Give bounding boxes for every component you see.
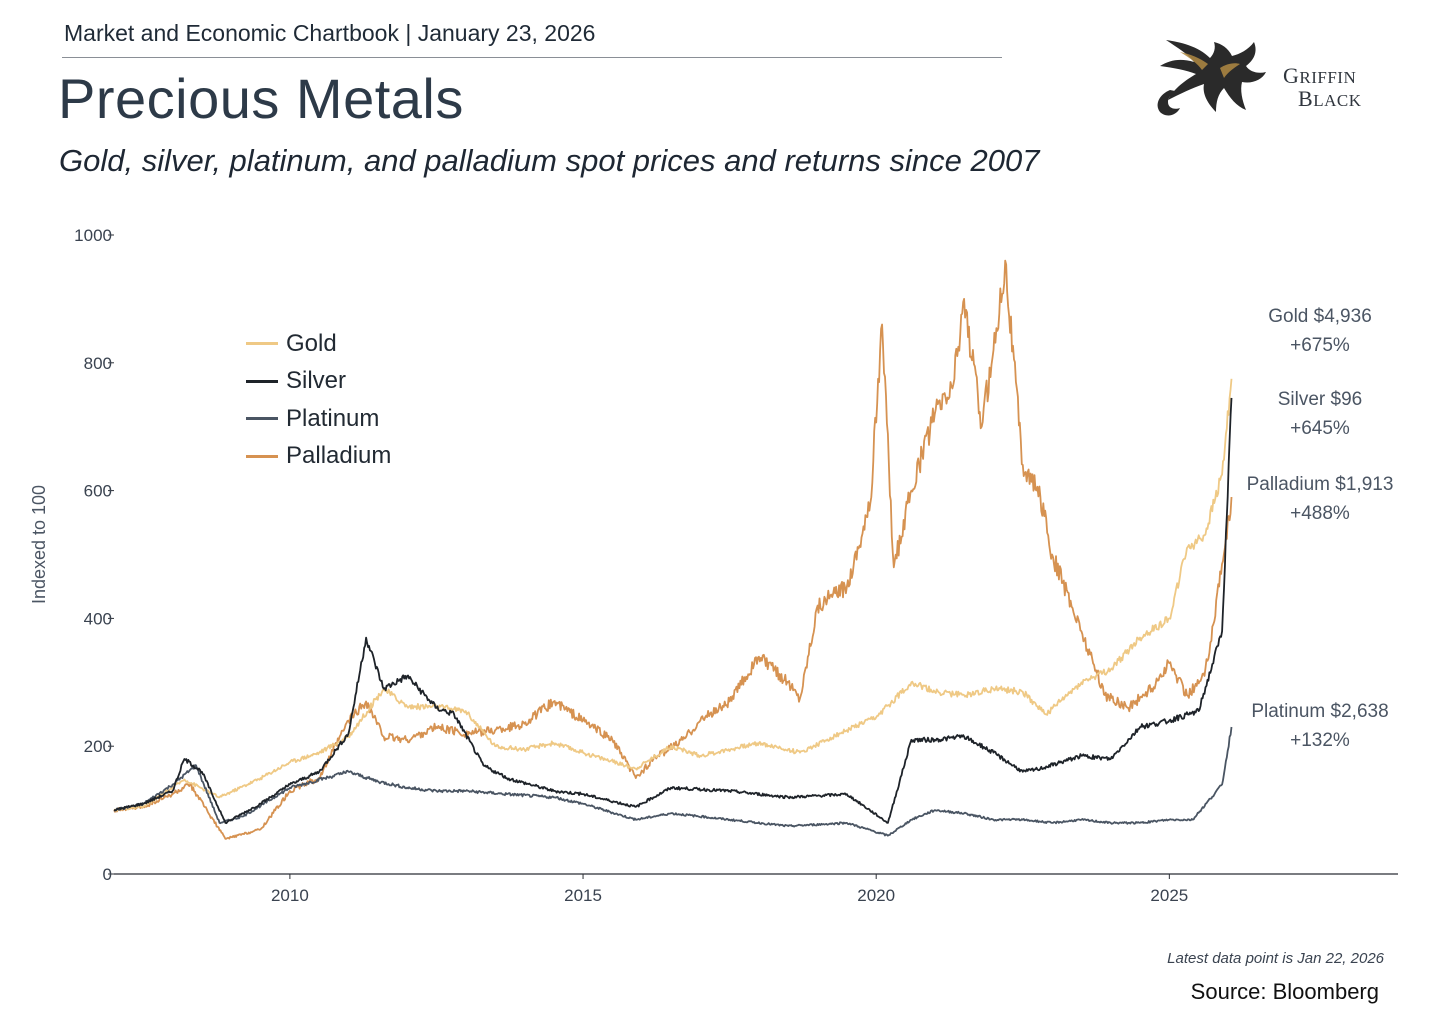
end-label-line2: +488% [1290,503,1350,524]
page-subtitle: Gold, silver, platinum, and palladium sp… [59,143,1040,178]
legend-item-silver: Silver [246,363,391,401]
end-label-palladium: Palladium $1,913 +488% [1235,470,1405,528]
y-tick-label: 1000 [74,226,112,245]
legend-item-platinum: Platinum [246,400,391,438]
end-label-line1: Platinum $2,638 [1251,701,1389,722]
end-label-silver: Silver $96 +645% [1235,385,1405,443]
series-line-gold [113,378,1233,812]
y-tick-label: 400 [84,609,112,628]
x-tick-label: 2025 [1150,886,1188,905]
end-label-line2: +675% [1290,335,1350,356]
end-label-line1: Silver $96 [1277,389,1363,410]
legend-label: Gold [286,329,337,357]
legend-item-gold: Gold [246,325,391,363]
series-line-platinum [113,726,1233,837]
chart-series-layer [113,259,1233,840]
y-tick-label: 600 [84,482,112,501]
legend-label: Platinum [286,404,380,432]
legend-label: Palladium [286,442,392,470]
legend-swatch [246,417,278,421]
y-tick-label: 0 [103,865,112,884]
end-label-line2: +132% [1290,730,1350,751]
legend-item-palladium: Palladium [246,438,391,476]
griffin-icon [1157,40,1266,116]
y-tick-label: 800 [84,354,112,373]
legend-swatch [246,454,278,458]
end-label-line1: Gold $4,936 [1268,306,1372,327]
latest-data-note: Latest data point is Jan 22, 2026 [1167,950,1384,967]
chart-axes: 0 200 400 600 800 1000 2010 2015 2020 2025 Indexed… [29,226,1398,905]
chart-legend: Gold Silver Platinum Palladium [246,325,391,475]
end-label-line1: Palladium $1,913 [1246,474,1394,495]
x-tick-label: 2015 [564,886,602,905]
end-label-platinum: Platinum $2,638 +132% [1235,697,1405,755]
header-top-line: Market and Economic Chartbook | January … [64,20,596,46]
header-rule [62,57,1002,58]
page-title: Precious Metals [58,67,464,130]
logo-text-black: BLACK [1298,86,1362,111]
x-tick-label: 2010 [271,886,309,905]
series-line-silver [114,397,1233,825]
end-label-line2: +645% [1290,418,1350,439]
y-tick-label: 200 [84,737,112,756]
legend-label: Silver [286,367,347,395]
legend-swatch [246,342,278,346]
y-axis-label: Indexed to 100 [29,485,49,604]
source-note: Source: Bloomberg [1190,979,1379,1004]
logo-text-griffin: GRIFFIN [1283,63,1357,88]
x-tick-label: 2020 [857,886,895,905]
legend-swatch [246,379,278,383]
end-label-gold: Gold $4,936 +675% [1235,302,1405,360]
